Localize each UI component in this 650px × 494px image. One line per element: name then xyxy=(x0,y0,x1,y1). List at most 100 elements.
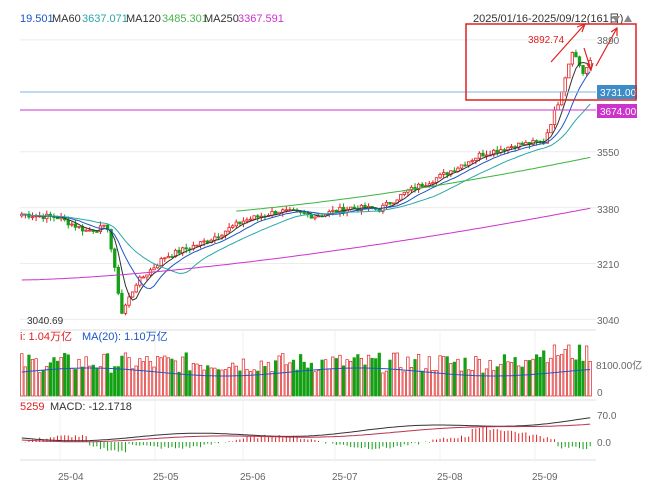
volume-bar xyxy=(388,359,392,397)
candle xyxy=(549,123,553,134)
volume-bar xyxy=(27,354,31,397)
volume-bar xyxy=(402,371,406,397)
volume-bar xyxy=(409,367,414,397)
volume-bar xyxy=(520,366,524,397)
volume-bar xyxy=(381,372,385,397)
candle xyxy=(570,51,574,67)
volume-bar xyxy=(456,358,460,397)
volume-bar xyxy=(288,362,292,397)
candle xyxy=(213,232,217,244)
candle xyxy=(402,191,406,197)
volume-bar xyxy=(274,360,278,397)
volume-bar xyxy=(470,369,474,397)
volume-bar xyxy=(116,366,120,397)
volume-bar xyxy=(223,369,228,397)
candle xyxy=(445,171,449,179)
volume-bar xyxy=(163,355,167,397)
candle xyxy=(492,148,496,157)
candle xyxy=(581,65,585,76)
candle xyxy=(123,303,128,316)
candle xyxy=(527,142,532,149)
volume-bar xyxy=(424,368,428,397)
volume-bar xyxy=(513,357,517,397)
candle xyxy=(338,203,342,217)
volume-bar xyxy=(306,367,310,397)
y-tick: 3380 xyxy=(597,205,620,216)
volume-bar xyxy=(434,370,439,397)
candle xyxy=(459,164,464,171)
volume-bar xyxy=(38,372,42,397)
candle xyxy=(159,256,163,266)
volume-bar xyxy=(173,360,178,397)
volume-bar xyxy=(59,356,63,397)
macd-label: MACD: -12.1718 xyxy=(50,401,132,413)
volume-bar xyxy=(238,370,242,397)
candle xyxy=(130,291,135,298)
volume-bar xyxy=(98,366,103,397)
level-label-3674: 3674.00 xyxy=(600,107,637,118)
volume-bar xyxy=(459,370,464,397)
volume-bar xyxy=(206,365,210,397)
volume-bar xyxy=(216,369,221,397)
candle xyxy=(474,157,478,165)
volume-bar xyxy=(66,354,70,397)
volume-bar xyxy=(73,369,78,397)
candle xyxy=(441,169,446,178)
volume-bar xyxy=(556,355,560,397)
volume-bar xyxy=(231,362,235,397)
volume-bar xyxy=(227,367,231,397)
candle xyxy=(113,247,117,272)
volume-bar xyxy=(131,368,135,397)
volume-bar xyxy=(152,366,156,397)
settings-icon[interactable] xyxy=(612,15,632,22)
candle xyxy=(520,141,524,145)
volume-bar xyxy=(113,366,117,397)
volume-bar xyxy=(327,368,331,397)
candle xyxy=(38,211,42,218)
volume-bar xyxy=(191,363,195,397)
candle xyxy=(517,142,521,151)
volume-bar xyxy=(585,345,589,397)
volume-bar xyxy=(159,357,163,397)
volume-bar xyxy=(567,344,571,397)
ma5-line xyxy=(21,61,591,301)
high-price-label: 3892.74 xyxy=(528,35,565,46)
volume-tick: 8100.00亿 xyxy=(596,359,642,372)
x-tick: 25-07 xyxy=(332,472,358,483)
y-tick: 3210 xyxy=(597,260,620,271)
volume-bar xyxy=(531,358,535,397)
candle xyxy=(481,149,485,157)
candle xyxy=(531,137,535,146)
volume-bar xyxy=(30,359,35,397)
candle xyxy=(52,213,56,222)
volume-bar xyxy=(299,354,303,397)
volume-label: i: 1.04万亿 xyxy=(20,330,72,343)
volume-bar xyxy=(77,358,81,397)
candle xyxy=(227,223,231,234)
x-tick: 25-08 xyxy=(437,472,463,483)
candle xyxy=(391,202,396,205)
volume-bar xyxy=(349,360,353,397)
volume-bar xyxy=(52,357,56,397)
volume-bar xyxy=(502,354,507,397)
volume-bar xyxy=(391,352,396,397)
ma120-value: 3485.301 xyxy=(162,13,208,25)
volume-bar xyxy=(370,357,374,397)
candle xyxy=(545,128,549,144)
annotation-box xyxy=(465,23,637,101)
volume-bar xyxy=(123,352,128,397)
volume-ma20: MA(20): 1.10万亿 xyxy=(82,330,168,343)
volume-bar xyxy=(431,369,435,397)
volume-bar xyxy=(517,365,521,397)
candle xyxy=(170,253,174,258)
candle xyxy=(313,216,317,221)
candle xyxy=(198,241,203,249)
volume-bar xyxy=(198,364,203,397)
volume-bar xyxy=(334,358,338,397)
volume-bar xyxy=(331,356,335,397)
candle xyxy=(120,289,124,315)
volume-bar xyxy=(560,354,564,397)
volume-bar xyxy=(213,367,217,397)
candle xyxy=(577,55,582,68)
volume-bar xyxy=(374,358,378,397)
